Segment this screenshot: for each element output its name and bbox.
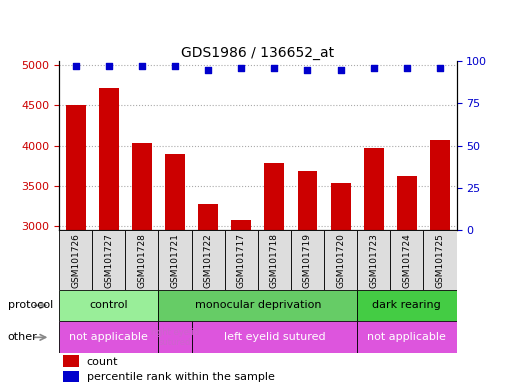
Text: not applicable: not applicable (69, 332, 148, 343)
Text: GSM101717: GSM101717 (236, 233, 246, 288)
Bar (98, 88, 119, 384)
Bar (225, 230, 258, 290)
Bar (66, 105, 86, 384)
Text: other: other (8, 332, 37, 343)
Bar (264, 163, 284, 384)
Bar (191, 321, 357, 353)
Text: count: count (87, 357, 119, 367)
Bar (191, 230, 225, 290)
Bar (125, 230, 159, 290)
Bar (357, 230, 390, 290)
Bar (159, 230, 191, 290)
Point (403, 65, 411, 71)
Point (303, 66, 311, 73)
Bar (430, 140, 450, 384)
Bar (364, 148, 384, 384)
Text: percentile rank within the sample: percentile rank within the sample (87, 372, 274, 382)
Point (436, 65, 444, 71)
Text: GSM101720: GSM101720 (336, 233, 345, 288)
Bar (59, 290, 159, 321)
Point (204, 66, 212, 73)
Text: GSM101719: GSM101719 (303, 233, 312, 288)
Text: control: control (89, 300, 128, 311)
Text: GSM101722: GSM101722 (204, 233, 212, 288)
Bar (397, 176, 417, 384)
Bar (357, 290, 457, 321)
Text: dark rearing: dark rearing (372, 300, 441, 311)
Text: right eyelid
sutured: right eyelid sutured (151, 328, 199, 347)
Point (71, 63, 80, 69)
Point (270, 65, 279, 71)
Bar (132, 143, 152, 384)
Point (237, 65, 245, 71)
Bar (258, 230, 291, 290)
Bar (291, 230, 324, 290)
Text: GSM101724: GSM101724 (402, 233, 411, 288)
Bar (390, 230, 423, 290)
Bar (231, 220, 251, 384)
Bar (331, 183, 350, 384)
Text: GSM101721: GSM101721 (170, 233, 180, 288)
Point (137, 63, 146, 69)
Bar (92, 230, 125, 290)
Bar (423, 230, 457, 290)
Text: GSM101725: GSM101725 (436, 233, 444, 288)
Point (105, 63, 113, 69)
Bar (59, 230, 92, 290)
Point (370, 65, 378, 71)
Text: protocol: protocol (8, 300, 53, 311)
Bar (63, 371, 79, 382)
Bar (198, 204, 218, 384)
Text: GSM101726: GSM101726 (71, 233, 80, 288)
Text: GSM101723: GSM101723 (369, 233, 378, 288)
Bar (59, 321, 159, 353)
Point (171, 63, 179, 69)
Text: not applicable: not applicable (367, 332, 446, 343)
Title: GDS1986 / 136652_at: GDS1986 / 136652_at (181, 46, 334, 60)
Text: GSM101728: GSM101728 (137, 233, 146, 288)
Text: GSM101718: GSM101718 (270, 233, 279, 288)
Text: left eyelid sutured: left eyelid sutured (224, 332, 325, 343)
Bar (63, 356, 79, 367)
Bar (165, 154, 185, 384)
Bar (298, 171, 318, 384)
Bar (159, 321, 191, 353)
Text: monocular deprivation: monocular deprivation (194, 300, 321, 311)
Bar (324, 230, 357, 290)
Bar (159, 290, 357, 321)
Point (337, 66, 345, 73)
Bar (357, 321, 457, 353)
Text: GSM101727: GSM101727 (104, 233, 113, 288)
